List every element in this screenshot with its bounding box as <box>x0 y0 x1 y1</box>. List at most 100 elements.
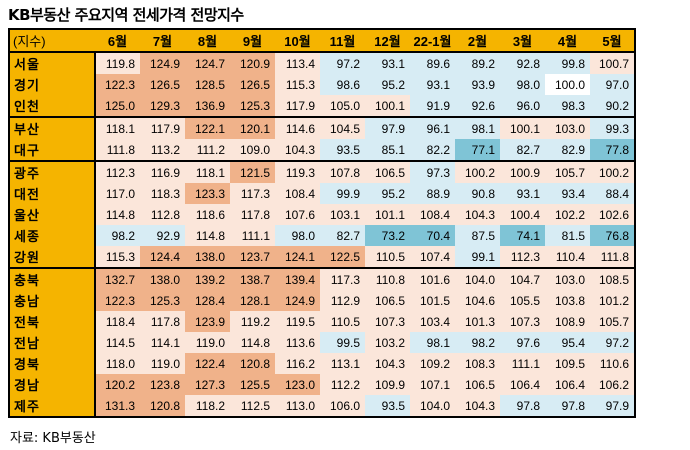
heatmap-cell: 116.9 <box>140 161 185 183</box>
column-header: 10월 <box>275 29 320 53</box>
heatmap-cell: 100.2 <box>590 161 635 183</box>
heatmap-cell: 117.3 <box>320 268 365 290</box>
heatmap-cell: 98.2 <box>95 225 140 246</box>
heatmap-cell: 118.3 <box>140 183 185 204</box>
column-header: 8월 <box>185 29 230 53</box>
heatmap-cell: 97.2 <box>320 52 365 74</box>
heatmap-cell: 104.3 <box>275 139 320 162</box>
heatmap-cell: 123.8 <box>140 374 185 395</box>
heatmap-cell: 125.0 <box>95 95 140 118</box>
heatmap-cell: 99.8 <box>545 52 590 74</box>
heatmap-cell: 97.6 <box>500 332 545 353</box>
heatmap-cell: 100.1 <box>500 117 545 139</box>
heatmap-table: (지수) 6월 7월 8월 9월 10월 11월 12월 22-1월 2월 3월 4월 5월 서울 119… <box>8 28 636 418</box>
heatmap-cell: 89.2 <box>455 52 500 74</box>
heatmap-cell: 92.8 <box>500 52 545 74</box>
region-label: 부산 <box>9 117 96 139</box>
heatmap-cell: 103.2 <box>365 332 410 353</box>
heatmap-cell: 100.9 <box>500 161 545 183</box>
heatmap-cell: 93.5 <box>320 139 365 162</box>
header-row: (지수) 6월 7월 8월 9월 10월 11월 12월 22-1월 2월 3월 4월 5월 <box>9 29 635 53</box>
heatmap-cell: 132.7 <box>95 268 140 290</box>
heatmap-cell: 117.9 <box>140 117 185 139</box>
table-row: 경기 122.3 126.5 128.5 126.5 115.3 98.6 95.2 93.1 9… <box>9 74 635 95</box>
heatmap-cell: 101.5 <box>410 290 455 311</box>
heatmap-cell: 85.1 <box>365 139 410 162</box>
column-header: 11월 <box>320 29 365 53</box>
heatmap-cell: 123.9 <box>185 311 230 332</box>
heatmap-cell: 139.2 <box>185 268 230 290</box>
heatmap-cell: 98.0 <box>500 74 545 95</box>
heatmap-cell: 90.2 <box>590 95 635 118</box>
heatmap-cell: 82.7 <box>500 139 545 162</box>
heatmap-cell: 105.7 <box>590 311 635 332</box>
heatmap-cell: 114.6 <box>275 117 320 139</box>
heatmap-cell: 102.2 <box>545 204 590 225</box>
table-row: 서울 119.8 124.9 124.7 120.9 113.4 97.2 93.1 89.6 8… <box>9 52 635 74</box>
table-row: 울산 114.8 112.8 118.6 117.8 107.6 103.1 101.1 108… <box>9 204 635 225</box>
table-row: 부산 118.1 117.9 122.1 120.1 114.6 104.5 97.9 96.1… <box>9 117 635 139</box>
heatmap-cell: 124.1 <box>275 246 320 269</box>
heatmap-cell: 97.8 <box>500 395 545 417</box>
heatmap-cell: 120.8 <box>140 395 185 417</box>
heatmap-cell: 121.5 <box>230 161 275 183</box>
heatmap-cell: 125.3 <box>230 95 275 118</box>
table-row: 광주 112.3 116.9 118.1 121.5 119.3 107.8 106.5 97.… <box>9 161 635 183</box>
heatmap-cell: 115.3 <box>95 246 140 269</box>
heatmap-cell: 109.0 <box>230 139 275 162</box>
heatmap-cell: 98.1 <box>455 117 500 139</box>
heatmap-cell: 118.2 <box>185 395 230 417</box>
heatmap-cell: 111.1 <box>500 353 545 374</box>
heatmap-cell: 98.1 <box>410 332 455 353</box>
column-header: 4월 <box>545 29 590 53</box>
heatmap-cell: 114.8 <box>230 332 275 353</box>
heatmap-cell: 138.7 <box>230 268 275 290</box>
heatmap-cell: 111.8 <box>590 246 635 269</box>
heatmap-cell: 107.4 <box>410 246 455 269</box>
heatmap-cell: 104.6 <box>455 290 500 311</box>
heatmap-cell: 100.4 <box>500 204 545 225</box>
heatmap-cell: 92.9 <box>140 225 185 246</box>
heatmap-cell: 103.0 <box>545 268 590 290</box>
heatmap-cell: 76.8 <box>590 225 635 246</box>
heatmap-cell: 138.0 <box>140 268 185 290</box>
table-row: 전북 118.4 117.8 123.9 119.2 119.5 110.5 107.3 103… <box>9 311 635 332</box>
heatmap-cell: 119.0 <box>140 353 185 374</box>
heatmap-cell: 87.5 <box>455 225 500 246</box>
column-header: 12월 <box>365 29 410 53</box>
heatmap-cell: 116.2 <box>275 353 320 374</box>
heatmap-cell: 98.3 <box>545 95 590 118</box>
heatmap-cell: 93.1 <box>410 74 455 95</box>
heatmap-cell: 107.8 <box>320 161 365 183</box>
region-label: 강원 <box>9 246 96 269</box>
heatmap-cell: 95.4 <box>545 332 590 353</box>
heatmap-cell: 114.5 <box>95 332 140 353</box>
heatmap-cell: 138.0 <box>185 246 230 269</box>
heatmap-cell: 122.1 <box>185 117 230 139</box>
heatmap-cell: 107.6 <box>275 204 320 225</box>
heatmap-cell: 88.9 <box>410 183 455 204</box>
heatmap-cell: 82.2 <box>410 139 455 162</box>
region-label: 충남 <box>9 290 96 311</box>
heatmap-cell: 101.2 <box>590 290 635 311</box>
heatmap-cell: 106.5 <box>365 290 410 311</box>
heatmap-cell: 109.5 <box>545 353 590 374</box>
heatmap-cell: 117.8 <box>230 204 275 225</box>
table-row: 세종 98.2 92.9 114.8 111.1 98.0 82.7 73.2 70.4 87.5… <box>9 225 635 246</box>
heatmap-cell: 97.9 <box>365 117 410 139</box>
heatmap-cell: 93.1 <box>365 52 410 74</box>
region-label: 서울 <box>9 52 96 74</box>
corner-label: (지수) <box>9 29 95 53</box>
heatmap-cell: 119.5 <box>275 311 320 332</box>
heatmap-cell: 124.4 <box>140 246 185 269</box>
heatmap-cell: 96.0 <box>500 95 545 118</box>
heatmap-cell: 106.5 <box>455 374 500 395</box>
heatmap-cell: 118.6 <box>185 204 230 225</box>
heatmap-cell: 95.2 <box>365 183 410 204</box>
table-row: 충북 132.7 138.0 139.2 138.7 139.4 117.3 110.8 101… <box>9 268 635 290</box>
heatmap-cell: 107.3 <box>500 311 545 332</box>
heatmap-cell: 110.4 <box>545 246 590 269</box>
heatmap-cell: 114.8 <box>185 225 230 246</box>
heatmap-cell: 128.5 <box>185 74 230 95</box>
region-label: 대구 <box>9 139 96 162</box>
